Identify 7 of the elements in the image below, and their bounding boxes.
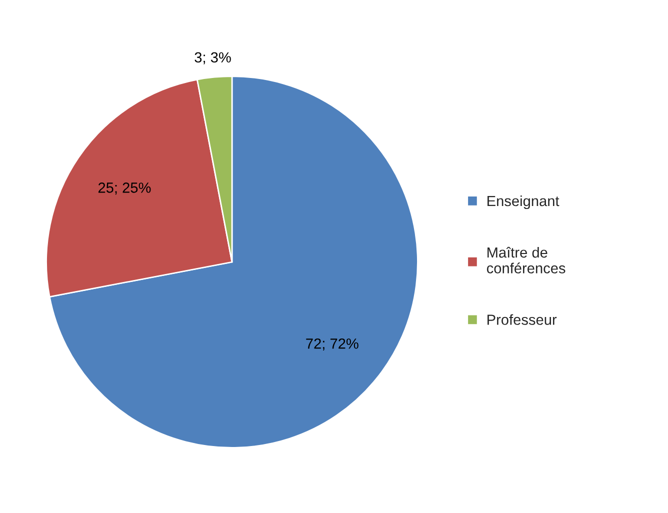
legend-label: Professeur	[488, 314, 557, 325]
data-label: 72; 72%	[306, 338, 358, 351]
pie-slice	[48, 76, 418, 448]
legend-label: Enseignant	[488, 195, 560, 210]
legend-label: Maître de conférences	[486, 246, 566, 274]
data-label: 25; 25%	[98, 182, 151, 195]
data-label: 3; 3%	[194, 52, 231, 64]
